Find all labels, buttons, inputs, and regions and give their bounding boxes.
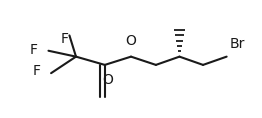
Text: Br: Br	[229, 37, 245, 51]
Text: F: F	[60, 32, 68, 46]
Text: F: F	[30, 43, 38, 57]
Text: O: O	[125, 34, 137, 48]
Text: O: O	[102, 73, 113, 87]
Text: F: F	[32, 64, 41, 78]
